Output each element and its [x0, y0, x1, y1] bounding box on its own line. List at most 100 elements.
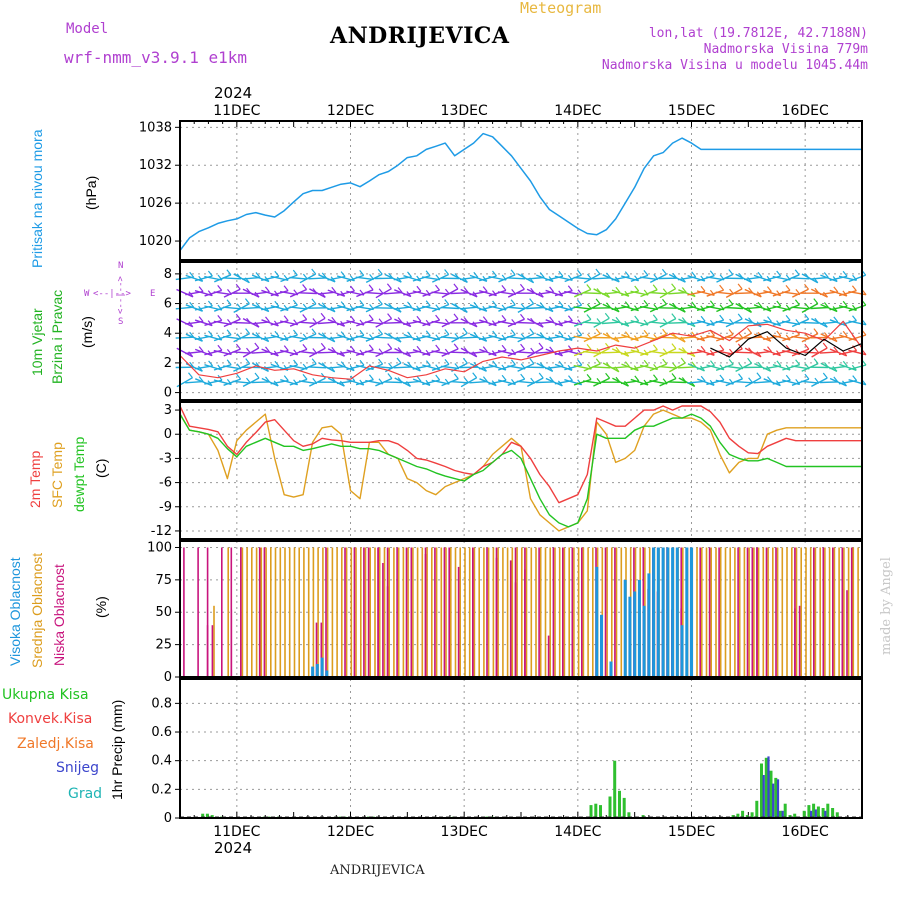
wind-barb-flag: [396, 276, 402, 283]
wind-barb: [450, 292, 469, 295]
wind-barb-flag: [852, 375, 858, 381]
precip-bar-total: [774, 777, 778, 818]
cloud-bar-mid: [715, 547, 717, 677]
wind-barb-flag: [728, 329, 734, 335]
wind-barb: [346, 304, 365, 312]
cloud-bar-mid: [781, 547, 784, 677]
cloud-bar-low: [794, 608, 796, 677]
wind-barb: [317, 321, 336, 325]
wind-barb: [820, 274, 838, 283]
wind-barb: [175, 306, 194, 310]
wind-barb-flag: [586, 374, 592, 380]
wind-barb: [289, 348, 308, 357]
wind-barb-flag: [189, 301, 195, 308]
wind-barb: [498, 334, 516, 342]
cloud-bar-low: [472, 551, 474, 677]
wind-barb: [536, 303, 554, 313]
cloud-bar-mid: [213, 605, 215, 677]
wind-barb-flag: [767, 376, 772, 382]
wind-barb: [185, 333, 203, 342]
wind-barb-flag: [520, 313, 525, 320]
wind-barb: [848, 320, 867, 326]
precip-bar-total: [831, 808, 835, 818]
wind-barb-flag: [320, 372, 326, 379]
wind-barb-flag: [757, 271, 763, 278]
wind-barb-flag: [652, 344, 658, 351]
wind-barb: [298, 292, 317, 295]
wind-barb-flag: [549, 316, 555, 323]
wind-barb: [573, 318, 592, 327]
cloud-bar-mid: [284, 547, 286, 677]
wind-barb: [384, 381, 403, 384]
wind-barb-flag: [567, 334, 573, 341]
cloud-bar-mid: [705, 547, 708, 677]
cloud-bar-mid: [288, 547, 291, 677]
cloud-bar-mid: [772, 547, 774, 677]
series-t2m: [179, 405, 862, 504]
precip-bar-total: [201, 813, 205, 818]
wind-barb: [507, 335, 526, 340]
wind-barb: [459, 336, 478, 339]
panel-frame-temp: [179, 401, 863, 540]
cloud-bar-mid: [459, 547, 461, 677]
wind-barb: [573, 306, 592, 310]
wind-barb: [573, 378, 592, 386]
cloud-bar-mid: [322, 547, 324, 677]
wind-barb-flag: [549, 346, 555, 353]
wind-barb: [526, 317, 544, 328]
wind-barb-flag: [302, 284, 308, 290]
wind-barb: [781, 291, 800, 296]
wind-barb-flag: [567, 285, 573, 292]
wind-barb-flag: [710, 360, 715, 366]
ytick-label-precip: 0.4: [151, 754, 172, 769]
cloud-bar-low: [434, 547, 436, 677]
wind-barb: [582, 292, 602, 295]
wind-barb-flag: [662, 298, 667, 305]
wind-barb-flag: [709, 300, 715, 307]
cloud-bar-high: [647, 573, 651, 677]
ytick-label-cloud: 0: [164, 670, 172, 685]
wind-barb: [422, 319, 440, 327]
wind-barb-flag: [378, 358, 384, 365]
wind-barb: [612, 377, 629, 387]
wind-barb: [678, 318, 696, 328]
wind-barb: [583, 321, 602, 325]
wind-barb-flag: [274, 360, 280, 367]
cloud-bar-mid: [757, 547, 760, 677]
wind-barb-flag: [407, 331, 413, 338]
wind-barb-flag: [265, 346, 270, 353]
wind-barb: [223, 277, 242, 280]
precip-bar-total: [760, 763, 763, 818]
wind-barb: [394, 318, 412, 328]
xtick-label-top: 15DEC: [668, 103, 715, 119]
wind-barb-flag: [265, 316, 270, 323]
cloud-bar-high: [623, 579, 627, 677]
wind-barb: [356, 289, 374, 298]
meteogram-label: Meteogram: [520, 0, 602, 17]
cloud-bar-high: [661, 547, 665, 677]
wind-barb-flag: [339, 380, 345, 387]
series-speed_red: [179, 320, 863, 380]
cloud-bar-mid: [279, 547, 282, 677]
cloud-bar-mid: [563, 547, 566, 677]
wind-barb-flag: [653, 374, 658, 381]
wind-barb-flag: [691, 301, 697, 308]
wind-barb: [848, 349, 867, 356]
wind-barb-flag: [235, 283, 241, 290]
wind-barb-flag: [680, 276, 686, 283]
wind-barb-flag: [368, 374, 374, 381]
cloud-bar-mid: [738, 547, 741, 677]
wind-barb: [526, 276, 545, 280]
wind-barb-flag: [558, 300, 564, 307]
cloud-bar-low: [798, 605, 801, 677]
cloud-bar-low: [841, 588, 844, 677]
wind-barb-flag: [302, 314, 308, 320]
wind-barb-flag: [472, 372, 478, 379]
wind-barb: [232, 321, 251, 324]
wind-barb: [554, 290, 573, 297]
wind-barb-flag: [188, 321, 194, 328]
wind-barb-flag: [538, 342, 544, 349]
wind-barb-flag: [283, 285, 289, 292]
wind-barb: [299, 303, 317, 313]
